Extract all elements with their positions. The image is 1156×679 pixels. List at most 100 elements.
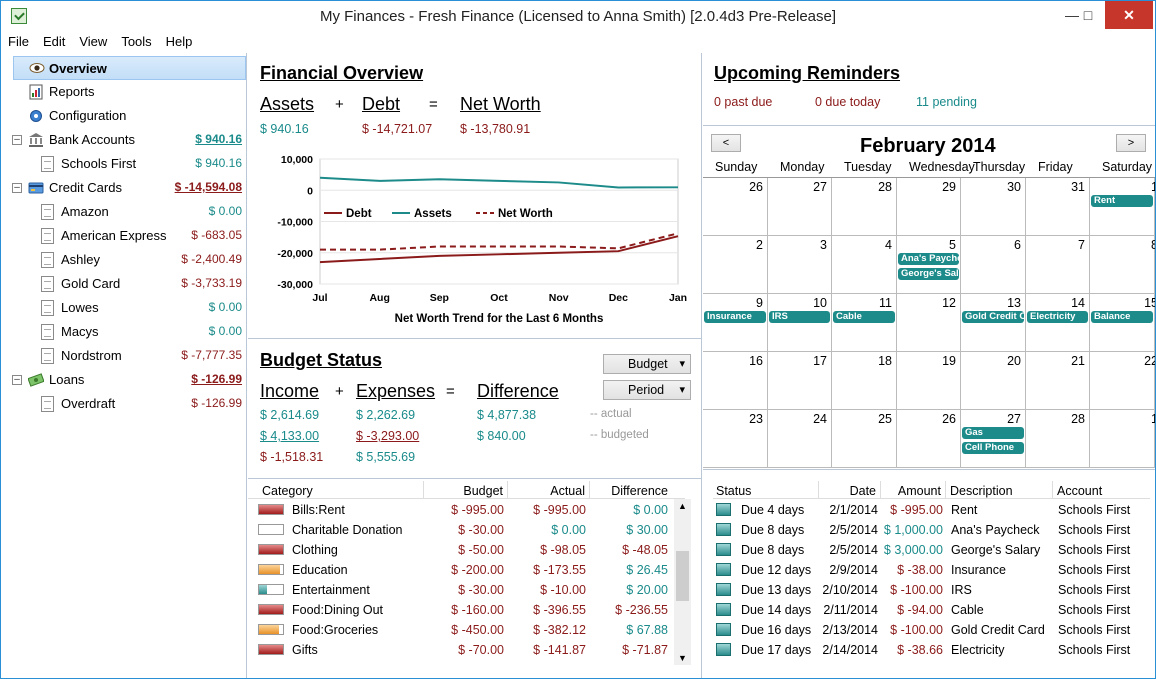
calendar-day[interactable]: 14 bbox=[1026, 294, 1090, 352]
difference-label[interactable]: Difference bbox=[477, 381, 559, 401]
calendar-event[interactable]: Rent bbox=[1091, 195, 1153, 207]
calendar-day[interactable]: 28 bbox=[1026, 410, 1090, 468]
calendar-day[interactable]: 19 bbox=[897, 352, 961, 410]
calendar-day[interactable]: 21 bbox=[1026, 352, 1090, 410]
calendar-day[interactable]: 25 bbox=[832, 410, 897, 468]
sidebar-item-credit-cards[interactable]: – Credit Cards $ -14,594.08 bbox=[1, 176, 247, 200]
assets-label[interactable]: Assets bbox=[260, 94, 315, 114]
collapse-icon[interactable]: – bbox=[12, 135, 22, 145]
calendar-day[interactable]: 5 bbox=[897, 236, 961, 294]
calendar-next-button[interactable]: > bbox=[1116, 134, 1146, 152]
expenses-budgeted[interactable]: $ -3,293.00 bbox=[356, 429, 420, 443]
sidebar-item-gold-card[interactable]: Gold Card $ -3,733.19 bbox=[1, 272, 247, 296]
networth-label[interactable]: Net Worth bbox=[460, 94, 541, 114]
menu-view[interactable]: View bbox=[79, 34, 108, 49]
table-row[interactable]: Due 8 days 2/5/2014 $ 3,000.00 George's Sal… bbox=[713, 540, 1143, 560]
sidebar-item-american-express[interactable]: American Express $ -683.05 bbox=[1, 224, 247, 248]
calendar-day[interactable]: 1 bbox=[1090, 178, 1155, 236]
calendar-day[interactable]: 12 bbox=[897, 294, 961, 352]
sidebar-item-reports[interactable]: Reports bbox=[1, 80, 247, 104]
calendar-day[interactable]: 23 bbox=[703, 410, 768, 468]
sidebar-item-lowes[interactable]: Lowes $ 0.00 bbox=[1, 296, 247, 320]
menu-tools[interactable]: Tools bbox=[121, 34, 152, 49]
table-row[interactable]: Gifts $ -70.00 $ -141.87 $ -71.87 bbox=[248, 640, 672, 660]
table-row[interactable]: Due 17 days 2/14/2014 $ -38.66 Electricity S… bbox=[713, 640, 1143, 660]
table-row[interactable]: Due 14 days 2/11/2014 $ -94.00 Cable Schools… bbox=[713, 600, 1143, 620]
column-header[interactable]: Difference bbox=[611, 484, 668, 498]
maximize-icon[interactable]: □ bbox=[1083, 7, 1093, 23]
budget-scrollbar[interactable]: ▲ ▼ bbox=[674, 499, 691, 665]
calendar-day[interactable]: 27 bbox=[768, 178, 832, 236]
calendar-day[interactable]: 8 bbox=[1090, 236, 1155, 294]
column-header[interactable]: Amount bbox=[881, 481, 946, 498]
calendar-day[interactable]: 1 bbox=[1090, 410, 1155, 468]
table-row[interactable] bbox=[248, 660, 672, 665]
table-row[interactable]: Food:Groceries $ -450.00 $ -382.12 $ 67.88 bbox=[248, 620, 672, 640]
collapse-icon[interactable]: – bbox=[12, 183, 22, 193]
table-row[interactable]: Due 16 days 2/13/2014 $ -100.00 Gold Credit… bbox=[713, 620, 1143, 640]
sidebar-item-macys[interactable]: Macys $ 0.00 bbox=[1, 320, 247, 344]
calendar-prev-button[interactable]: < bbox=[711, 134, 741, 152]
collapse-icon[interactable]: – bbox=[12, 375, 22, 385]
column-header[interactable]: Description bbox=[946, 481, 1053, 498]
calendar-day[interactable]: 6 bbox=[961, 236, 1026, 294]
calendar-event[interactable]: Insurance bbox=[704, 311, 766, 323]
sidebar-item-bank-accounts[interactable]: – Bank Accounts $ 940.16 bbox=[1, 128, 247, 152]
menu-help[interactable]: Help bbox=[165, 34, 193, 49]
calendar-day[interactable]: 27 bbox=[961, 410, 1026, 468]
table-row[interactable]: Due 13 days 2/10/2014 $ -100.00 IRS Schools … bbox=[713, 580, 1143, 600]
scroll-down-icon[interactable]: ▼ bbox=[678, 653, 687, 663]
calendar-event[interactable]: Electricity bbox=[1027, 311, 1088, 323]
calendar-day[interactable]: 22 bbox=[1090, 352, 1155, 410]
table-row[interactable]: Clothing $ -50.00 $ -98.05 $ -48.05 bbox=[248, 540, 672, 560]
calendar-day[interactable]: 30 bbox=[961, 178, 1026, 236]
calendar-day[interactable]: 2 bbox=[703, 236, 768, 294]
calendar-day[interactable]: 28 bbox=[832, 178, 897, 236]
calendar-day[interactable]: 9 bbox=[703, 294, 768, 352]
calendar-day[interactable]: 11 bbox=[832, 294, 897, 352]
calendar-day[interactable]: 4 bbox=[832, 236, 897, 294]
scroll-thumb[interactable] bbox=[676, 551, 689, 601]
calendar-day[interactable]: 31 bbox=[1026, 178, 1090, 236]
calendar-day[interactable]: 26 bbox=[703, 178, 768, 236]
calendar-day[interactable]: 15 bbox=[1090, 294, 1155, 352]
calendar-event[interactable]: Gold Credit Card bbox=[962, 311, 1024, 323]
calendar-day[interactable]: 17 bbox=[768, 352, 832, 410]
close-icon[interactable]: ✕ bbox=[1105, 1, 1153, 29]
sidebar-item-loans[interactable]: – Loans $ -126.99 bbox=[1, 368, 247, 392]
table-row[interactable]: Bills:Rent $ -995.00 $ -995.00 $ 0.00 bbox=[248, 500, 672, 520]
calendar-event[interactable]: IRS bbox=[769, 311, 830, 323]
sidebar-item-ashley[interactable]: Ashley $ -2,400.49 bbox=[1, 248, 247, 272]
expenses-label[interactable]: Expenses bbox=[356, 381, 436, 401]
calendar-event[interactable]: Cell Phone bbox=[962, 442, 1024, 454]
period-dropdown[interactable]: Period bbox=[603, 380, 691, 400]
calendar-event[interactable]: George's Salary bbox=[898, 268, 959, 280]
calendar-event[interactable]: Cable bbox=[833, 311, 895, 323]
sidebar-item-overview[interactable]: Overview bbox=[13, 56, 246, 80]
calendar-day[interactable]: 24 bbox=[768, 410, 832, 468]
table-row[interactable]: Charitable Donation $ -30.00 $ 0.00 $ 30.00 bbox=[248, 520, 672, 540]
column-header[interactable]: Status bbox=[713, 481, 819, 498]
menu-edit[interactable]: Edit bbox=[42, 34, 66, 49]
calendar-day[interactable]: 13 bbox=[961, 294, 1026, 352]
column-header[interactable]: Category bbox=[248, 481, 424, 498]
calendar-day[interactable]: 26 bbox=[897, 410, 961, 468]
sidebar-item-nordstrom[interactable]: Nordstrom $ -7,777.35 bbox=[1, 344, 247, 368]
column-header[interactable]: Budget bbox=[424, 481, 508, 498]
calendar-day[interactable]: 3 bbox=[768, 236, 832, 294]
menu-file[interactable]: File bbox=[8, 34, 29, 49]
calendar-day[interactable]: 10 bbox=[768, 294, 832, 352]
table-row[interactable]: Entertainment $ -30.00 $ -10.00 $ 20.00 bbox=[248, 580, 672, 600]
sidebar-item-schools-first[interactable]: Schools First $ 940.16 bbox=[1, 152, 247, 176]
calendar-event[interactable]: Balance bbox=[1091, 311, 1153, 323]
table-row[interactable]: Due 8 days 2/5/2014 $ 1,000.00 Ana's Payche… bbox=[713, 520, 1143, 540]
table-row[interactable]: Education $ -200.00 $ -173.55 $ 26.45 bbox=[248, 560, 672, 580]
calendar-day[interactable]: 20 bbox=[961, 352, 1026, 410]
sidebar-item-amazon[interactable]: Amazon $ 0.00 bbox=[1, 200, 247, 224]
column-header[interactable]: Actual bbox=[508, 481, 590, 498]
calendar-day[interactable]: 16 bbox=[703, 352, 768, 410]
sidebar-item-overdraft[interactable]: Overdraft $ -126.99 bbox=[1, 392, 247, 416]
calendar-day[interactable]: 18 bbox=[832, 352, 897, 410]
scroll-up-icon[interactable]: ▲ bbox=[678, 501, 687, 511]
minimize-icon[interactable]: — bbox=[1065, 7, 1079, 23]
